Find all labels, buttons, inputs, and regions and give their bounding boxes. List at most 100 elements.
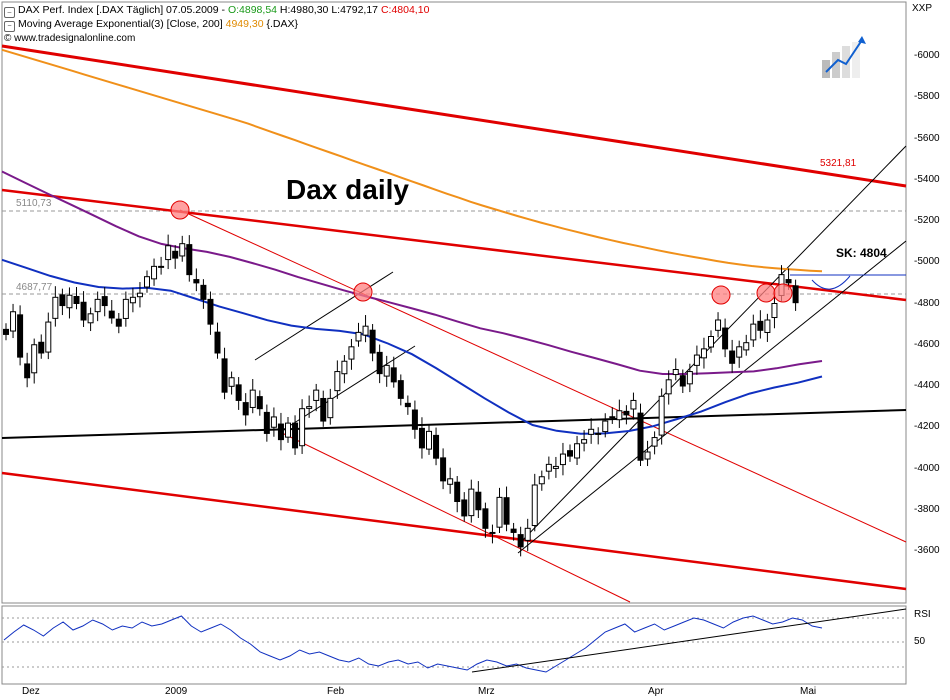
black-support-line <box>1 409 907 439</box>
candle-body <box>595 432 602 435</box>
candle-body <box>418 427 425 449</box>
ma-label: Moving Average Exponential(3) [Close, 20… <box>18 18 223 30</box>
candle-body <box>277 423 284 441</box>
candle-body <box>144 276 150 288</box>
indicator-wave-icon[interactable]: ~ <box>4 21 15 32</box>
candle-body <box>383 364 390 377</box>
sk-arrow <box>811 275 851 290</box>
x-tick-label: Feb <box>327 686 345 697</box>
candle-body <box>679 375 686 387</box>
candle-body <box>87 313 94 324</box>
lower-level-label: 4687,77 <box>16 282 53 293</box>
candle-body <box>700 348 707 359</box>
candle-body <box>214 331 221 354</box>
header-date: 07.05.2009 <box>166 4 219 16</box>
y-tick-label: -4400 <box>914 380 940 391</box>
candle-body <box>567 450 573 457</box>
ma-symbol: {.DAX} <box>266 18 299 30</box>
lower-red-trendline <box>1 471 907 591</box>
candle-body <box>426 430 432 450</box>
candle-body <box>376 351 383 375</box>
trend-chart-logo <box>822 36 866 78</box>
header-low: L:4792,17 <box>331 4 379 16</box>
candle-body <box>482 508 489 529</box>
candle-body <box>73 295 80 304</box>
ma-value: 4949,30 <box>225 18 264 30</box>
touch-circle-1 <box>170 200 190 220</box>
candle-body <box>715 319 722 331</box>
candle-body <box>588 428 595 435</box>
x-tick-label: Apr <box>648 686 664 697</box>
touch-circle-2 <box>353 282 373 302</box>
candle-body <box>320 397 327 422</box>
price-panel-frame <box>1 1 907 604</box>
candle-body <box>574 443 581 459</box>
candle-body <box>517 534 524 548</box>
y-tick-label: -4000 <box>914 462 940 474</box>
y-tick-label: -5200 <box>914 215 940 226</box>
thin-red-channel-bottom <box>279 431 631 603</box>
candle-body <box>722 327 729 350</box>
candle-body <box>207 298 214 325</box>
candle-body <box>510 528 517 533</box>
rsi-label: RSI <box>914 609 931 620</box>
candle-body <box>108 310 115 319</box>
x-tick-label: Mai <box>800 686 817 697</box>
candle-body <box>468 488 475 517</box>
ema200-line <box>1 48 823 273</box>
candle-body <box>24 363 31 379</box>
moving-averages <box>1 48 823 435</box>
candle-body <box>559 453 566 466</box>
red-line-value-label: 5321,81 <box>820 158 857 169</box>
candle-body <box>179 243 186 257</box>
candle-body <box>242 402 249 416</box>
candle-body <box>651 437 658 447</box>
candle-body <box>122 298 129 319</box>
candle-body <box>80 301 87 321</box>
y-tick-label: -4600 <box>914 338 940 350</box>
candle-body <box>454 481 461 503</box>
y-tick-label: -4200 <box>914 421 940 433</box>
candle-body <box>750 323 757 341</box>
candle-body <box>115 318 122 327</box>
candle-body <box>461 499 468 517</box>
candle-body <box>151 265 158 280</box>
candle-body <box>792 285 799 304</box>
candle-body <box>17 314 24 358</box>
header-open: O:4898,54 <box>227 4 277 16</box>
candle-body <box>616 410 623 421</box>
y-tick-label: -5600 <box>914 132 940 144</box>
ma-purple-line <box>1 170 823 375</box>
x-tick-label: 2009 <box>165 686 188 697</box>
candle-body <box>440 457 447 482</box>
collapse-icon[interactable]: – <box>4 7 15 18</box>
candle-body <box>489 531 496 534</box>
candle-body <box>545 463 552 472</box>
candle-body <box>101 296 108 307</box>
candle-body <box>447 478 454 485</box>
y-tick-label: -5000 <box>914 256 940 268</box>
rsi-tick-50: 50 <box>914 636 926 647</box>
candle-body <box>193 279 200 284</box>
upper-level-label: 5110,73 <box>16 198 52 209</box>
instrument-label: DAX Perf. Index [.DAX Täglich] <box>18 4 164 16</box>
candle-body <box>531 484 538 527</box>
candle-body <box>158 265 165 268</box>
rally-channel-bottom <box>517 240 907 554</box>
y-tick-label: -5800 <box>914 91 940 103</box>
candle-body <box>433 434 440 459</box>
x-tick-label: Mrz <box>478 686 495 697</box>
candle-body <box>45 321 52 353</box>
candle-body <box>292 422 299 449</box>
candle-body <box>313 389 320 401</box>
candle-body <box>186 244 193 276</box>
source-label: www.tradesignalonline.com <box>14 33 136 44</box>
candle-body <box>665 379 672 395</box>
candle-body <box>362 325 369 336</box>
candle-body <box>693 354 700 366</box>
touch-circle-3 <box>711 285 731 305</box>
candle-body <box>630 399 637 410</box>
candle-body <box>59 294 66 307</box>
y-tick-label: -3600 <box>914 545 940 556</box>
